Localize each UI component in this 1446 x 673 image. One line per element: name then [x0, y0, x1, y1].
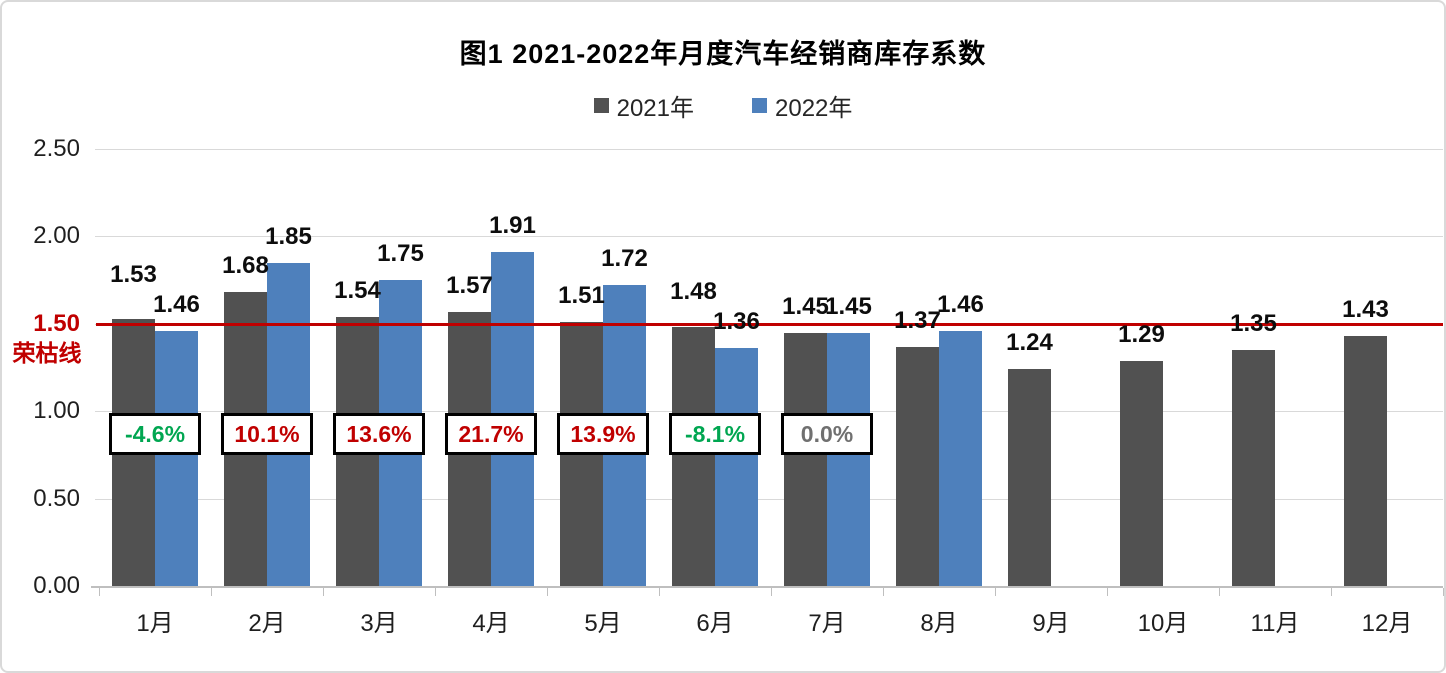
legend: 2021年 2022年	[2, 88, 1444, 123]
gridline-2.50	[95, 149, 1443, 150]
gridline-1.00	[95, 411, 1443, 413]
y-axis-label-2.00: 2.00	[33, 222, 80, 250]
x-axis-tick	[323, 588, 324, 596]
bar-2022年-7月	[827, 332, 870, 586]
bar-2022年-1月	[155, 330, 198, 586]
x-axis-label-6月: 6月	[696, 610, 734, 637]
x-axis-tick	[1219, 588, 1220, 596]
pct-change-box-1月: -4.6%	[109, 413, 201, 455]
x-axis-label-7月: 7月	[808, 610, 846, 637]
pct-change-box-3月: 13.6%	[333, 413, 425, 455]
legend-item-2021: 2021年	[593, 88, 694, 123]
value-label-2022年-1月: 1.46	[153, 290, 200, 318]
legend-item-2022: 2022年	[752, 88, 852, 123]
y-axis-label-2.50: 2.50	[33, 135, 80, 162]
x-axis-tick	[1443, 588, 1444, 596]
x-axis-tick	[547, 588, 548, 596]
value-label-2021年-2月: 1.68	[222, 252, 269, 280]
value-label-2021年-8月: 1.37	[894, 306, 941, 334]
gridline-0.50	[95, 498, 1443, 500]
chart-title: 图1 2021-2022年月度汽车经销商库存系数	[459, 39, 987, 69]
value-label-2022年-2月: 1.85	[265, 222, 312, 250]
x-axis-label-8月: 8月	[920, 610, 958, 637]
bar-2021年-6月	[672, 327, 715, 586]
legend-label-2022: 2022年	[775, 95, 853, 122]
value-label-2021年-6月: 1.48	[670, 278, 717, 306]
x-axis-tick	[995, 588, 996, 596]
x-axis-label-4月: 4月	[472, 610, 510, 637]
bar-2022年-8月	[939, 330, 982, 586]
x-axis-label-1月: 1月	[136, 610, 174, 637]
value-label-2022年-5月: 1.72	[601, 245, 648, 273]
y-axis-label-0.50: 0.50	[33, 484, 80, 512]
value-label-2021年-9月: 1.24	[1006, 329, 1053, 357]
y-axis-label-1.00: 1.00	[33, 397, 80, 425]
x-axis-label-9月: 9月	[1032, 610, 1070, 637]
value-label-2021年-11月: 1.35	[1230, 310, 1277, 338]
reference-line	[96, 322, 1443, 326]
bar-2021年-11月	[1232, 350, 1275, 586]
pct-change-box-7月: 0.0%	[781, 413, 873, 455]
x-axis-tick	[1331, 588, 1332, 596]
pct-change-box-4月: 21.7%	[445, 413, 537, 455]
legend-swatch-2022	[752, 98, 767, 113]
bar-2021年-10月	[1120, 360, 1163, 586]
bar-2022年-6月	[715, 348, 758, 586]
x-axis-label-12月: 12月	[1361, 610, 1413, 637]
bar-2021年-9月	[1008, 369, 1051, 586]
value-label-2022年-7月: 1.45	[825, 292, 872, 320]
value-label-2022年-4月: 1.91	[489, 212, 536, 240]
x-axis-tick	[883, 588, 884, 596]
bar-2021年-12月	[1344, 336, 1387, 586]
value-label-2022年-8月: 1.46	[937, 290, 984, 318]
bar-2021年-8月	[896, 346, 939, 586]
x-axis-tick	[1107, 588, 1108, 596]
x-axis-label-10月: 10月	[1137, 610, 1189, 637]
x-axis-label-2月: 2月	[248, 610, 286, 637]
x-axis-tick	[771, 588, 772, 596]
value-label-2021年-3月: 1.54	[334, 276, 381, 304]
value-label-2022年-6月: 1.36	[713, 308, 760, 336]
x-axis-tick	[99, 588, 100, 596]
value-label-2021年-10月: 1.29	[1118, 320, 1165, 348]
value-label-2021年-12月: 1.43	[1342, 296, 1389, 324]
value-label-2021年-1月: 1.53	[110, 260, 157, 288]
x-axis-label-11月: 11月	[1250, 610, 1300, 637]
x-axis-line	[91, 586, 1443, 588]
x-axis-label-3月: 3月	[360, 610, 398, 637]
bar-2021年-7月	[784, 332, 827, 586]
pct-change-box-6月: -8.1%	[669, 413, 761, 455]
x-axis-tick	[435, 588, 436, 596]
value-label-2021年-7月: 1.45	[782, 292, 829, 320]
gridline-2.00	[95, 236, 1443, 238]
value-label-2021年-4月: 1.57	[446, 271, 493, 299]
x-axis-tick	[659, 588, 660, 596]
x-axis-label-5月: 5月	[584, 610, 622, 637]
value-label-2022年-3月: 1.75	[377, 240, 424, 268]
pct-change-box-2月: 10.1%	[221, 413, 313, 455]
x-axis-tick	[211, 588, 212, 596]
pct-change-box-5月: 13.9%	[557, 413, 649, 455]
reference-line-name: 荣枯线	[12, 339, 82, 366]
legend-swatch-2021	[593, 98, 609, 113]
legend-label-2021: 2021年	[616, 95, 694, 122]
value-label-2021年-5月: 1.51	[558, 282, 605, 310]
y-axis-label-0.00: 0.00	[33, 572, 80, 599]
y-axis-label-1.50: 1.50	[33, 309, 80, 337]
